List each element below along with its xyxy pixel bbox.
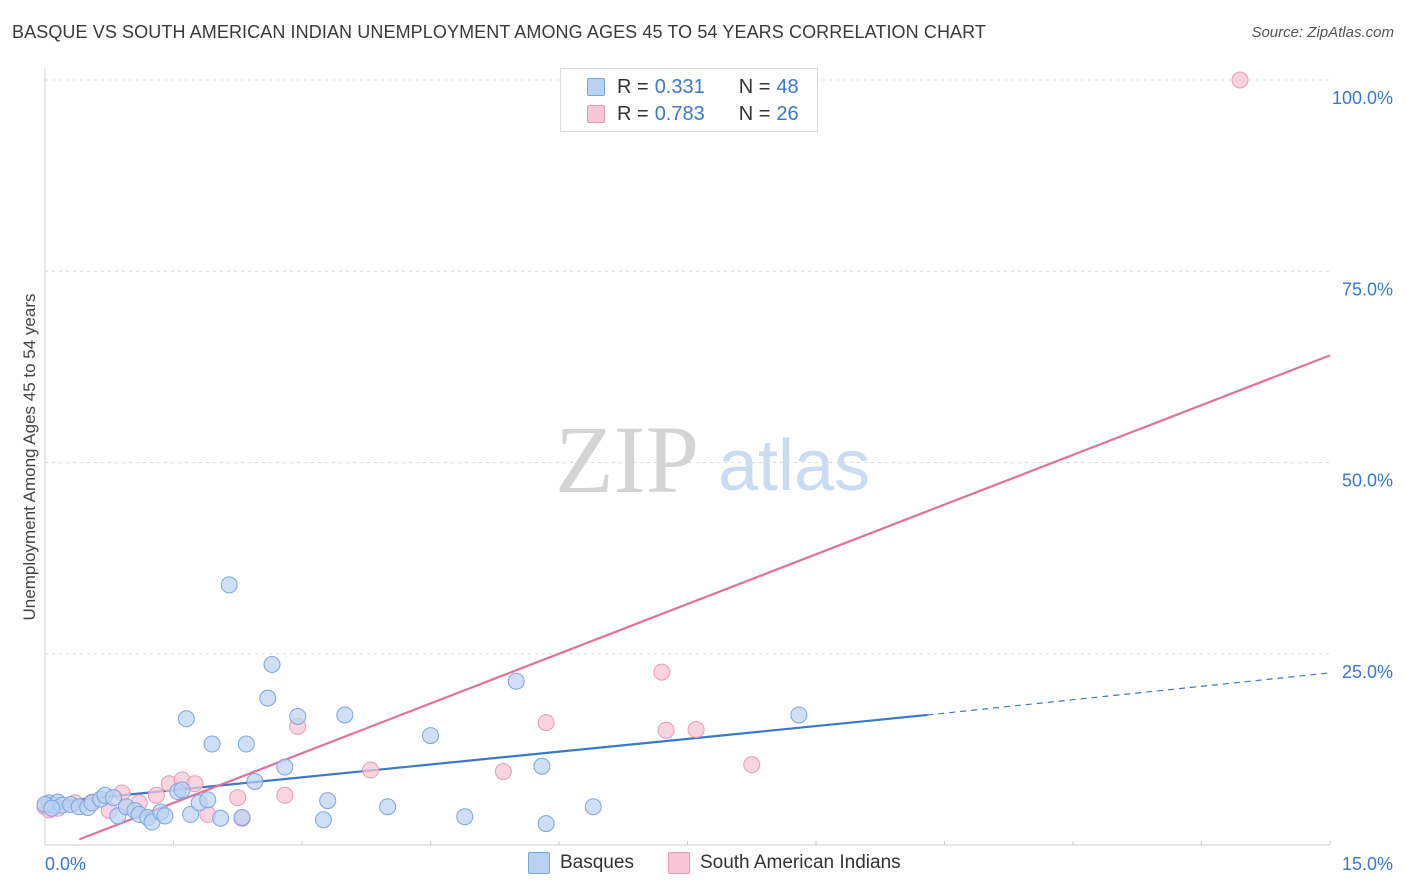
south-american-point (276, 786, 294, 804)
y-tick-label: 100.0% (1332, 88, 1393, 108)
basque-point (173, 781, 191, 799)
basque-point (259, 689, 277, 707)
basques-n-label: N = (738, 75, 771, 98)
south-american-n-label: N = (738, 102, 771, 125)
basque-point (314, 811, 332, 829)
basque-point (233, 808, 251, 826)
basque-point (105, 789, 123, 807)
legend-row-basques: R = 0.331 N = 48 (587, 75, 799, 99)
x-tick-label: 0.0% (45, 854, 86, 874)
tick-labels: 25.0% 50.0% 75.0% 100.0% 0.0% 15.0% (45, 88, 1393, 874)
watermark-atlas: atlas (718, 426, 870, 506)
basques-legend-label: Basques (560, 852, 634, 873)
basque-point (584, 798, 602, 816)
basque-point (790, 706, 808, 724)
watermark-zip: ZIP (555, 406, 699, 513)
basque-point (220, 576, 238, 594)
basque-point (177, 710, 195, 728)
basque-point (336, 706, 354, 724)
series-legend: Basques South American Indians (528, 852, 935, 874)
south-american-point (687, 720, 705, 738)
basque-point (246, 773, 264, 791)
legend-item-south-american: South American Indians (667, 852, 901, 874)
south-american-point (1231, 71, 1249, 89)
basque-point (182, 805, 200, 823)
basque-point (276, 758, 294, 776)
basque-point (156, 807, 174, 825)
basque-point (203, 735, 221, 753)
y-tick-label: 75.0% (1342, 279, 1393, 299)
south-american-r-value: 0.783 (654, 102, 705, 125)
basque-points (36, 576, 808, 833)
legend-item-basques: Basques (528, 852, 634, 874)
south-american-swatch (587, 105, 605, 123)
basques-r-value: 0.331 (654, 75, 705, 98)
basque-point (289, 707, 307, 725)
basque-point (199, 791, 217, 809)
basques-swatch (587, 78, 605, 96)
basque-point (507, 672, 525, 690)
basque-point (533, 757, 551, 775)
source-label: Source: ZipAtlas.com (1251, 24, 1394, 41)
gridlines (45, 79, 1331, 845)
south-american-point (653, 663, 671, 681)
basque-point (379, 798, 397, 816)
y-tick-label: 25.0% (1342, 662, 1393, 682)
south-american-point (147, 786, 165, 804)
basque-point (212, 809, 230, 827)
south-american-trend-line (78, 354, 1331, 841)
basques-r-label: R = (617, 75, 649, 98)
basques-trend-extension (927, 672, 1331, 716)
south-american-point (362, 761, 380, 779)
basque-point (263, 655, 281, 673)
legend-row-south-american: R = 0.783 N = 26 (587, 102, 799, 126)
south-american-legend-swatch (667, 852, 690, 874)
x-tick-label: 15.0% (1342, 854, 1393, 874)
stats-legend: R = 0.331 N = 48 R = 0.783 N = 26 (560, 68, 818, 132)
chart-title: BASQUE VS SOUTH AMERICAN INDIAN UNEMPLOY… (12, 22, 987, 42)
south-american-legend-label: South American Indians (699, 852, 901, 873)
basque-point (456, 808, 474, 826)
south-american-point (743, 756, 761, 774)
basque-point (43, 799, 61, 817)
y-tick-label: 50.0% (1342, 471, 1393, 491)
basques-n-value: 48 (776, 75, 799, 98)
south-american-point (229, 789, 247, 807)
south-american-point (494, 763, 512, 781)
basque-point (422, 727, 439, 745)
axes (44, 68, 1330, 846)
south-american-point (657, 721, 675, 739)
south-american-n-value: 26 (776, 102, 799, 125)
basques-legend-swatch (528, 852, 550, 874)
basque-point (237, 735, 255, 753)
basque-point (537, 815, 555, 833)
south-american-point (537, 714, 555, 732)
south-american-r-label: R = (617, 102, 649, 125)
basque-point (319, 792, 337, 810)
